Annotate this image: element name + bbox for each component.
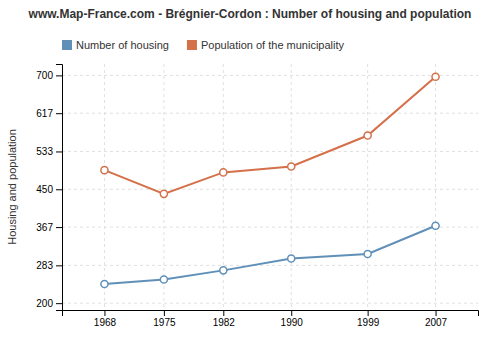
chart: www.Map-France.com - Brégnier-Cordon : N… [0, 0, 500, 340]
grid [62, 64, 478, 310]
point [101, 167, 108, 174]
tick-mark [104, 310, 105, 316]
tick-mark [368, 310, 369, 316]
plot: 1968 1975 1982 1990 1999 2007 200 283 367 450 533 6… [6, 64, 479, 328]
point [220, 169, 227, 176]
legend-label: Population of the municipality [201, 39, 345, 51]
grid-line [367, 64, 368, 310]
point [288, 163, 295, 170]
grid-line [291, 64, 292, 310]
tick: 283 [36, 260, 62, 271]
tick-mark [56, 189, 62, 190]
tick-mark [223, 310, 224, 316]
legend-swatch [62, 40, 72, 50]
legend: Number of housing Population of the munic… [62, 39, 345, 51]
line [104, 77, 435, 194]
y-axis-title: Housing and population [6, 129, 18, 245]
grid-line [62, 189, 478, 190]
tick: 450 [36, 184, 62, 195]
point [432, 73, 439, 80]
tick: 1975 [153, 310, 176, 328]
tick: 1968 [94, 310, 117, 328]
axis-line [56, 65, 63, 311]
tick: 1982 [213, 310, 236, 328]
tick-label: 283 [36, 260, 53, 271]
series [101, 73, 439, 197]
legend-label: Number of housing [76, 39, 169, 51]
tick-label: 617 [36, 108, 53, 119]
tick-label: 1975 [153, 317, 176, 328]
series [101, 222, 439, 287]
tick-mark [56, 227, 62, 228]
x-axis: 1968 1975 1982 1990 1999 2007 [63, 310, 479, 328]
point [160, 190, 167, 197]
point [101, 280, 108, 287]
grid-line [62, 227, 478, 228]
tick: 200 [36, 298, 62, 309]
tick-label: 367 [36, 222, 53, 233]
point [160, 276, 167, 283]
point [220, 267, 227, 274]
title: www.Map-France.com - Brégnier-Cordon : N… [28, 7, 472, 21]
tick: 700 [36, 70, 62, 81]
tick-mark [291, 310, 292, 316]
tick-label: 450 [36, 184, 53, 195]
tick: 367 [36, 222, 62, 233]
tick-mark [56, 265, 62, 266]
legend-item: Number of housing [62, 39, 169, 51]
y-axis: 200 283 367 450 533 617 700 [36, 65, 62, 311]
grid-line [62, 151, 478, 152]
point [288, 255, 295, 262]
tick: 2007 [425, 310, 448, 328]
tick-label: 1968 [94, 317, 117, 328]
tick: 617 [36, 108, 62, 119]
tick-mark [56, 75, 62, 76]
tick-mark [56, 151, 62, 152]
tick-label: 1982 [213, 317, 236, 328]
tick-mark [436, 310, 437, 316]
marks [101, 73, 439, 287]
tick: 1990 [281, 310, 304, 328]
grid-line [163, 64, 164, 310]
tick-label: 2007 [425, 317, 448, 328]
tick-label: 700 [36, 70, 53, 81]
grid-line [62, 303, 478, 304]
tick: 1999 [357, 310, 380, 328]
tick-label: 1999 [357, 317, 380, 328]
grid-line [62, 113, 478, 114]
line [104, 226, 435, 284]
tick-mark [56, 113, 62, 114]
point [364, 132, 371, 139]
grid-line [62, 265, 478, 266]
tick-label: 533 [36, 146, 53, 157]
grid-line [62, 75, 478, 76]
grid-line [104, 64, 105, 310]
tick-mark [164, 310, 165, 316]
point [364, 250, 371, 257]
legend-item: Population of the municipality [187, 39, 345, 51]
tick-label: 200 [36, 298, 53, 309]
legend-swatch [187, 40, 197, 50]
point [432, 222, 439, 229]
tick: 533 [36, 146, 62, 157]
grid-line [435, 64, 436, 310]
axis-line [63, 311, 479, 317]
tick-mark [56, 303, 62, 304]
tick-label: 1990 [281, 317, 304, 328]
